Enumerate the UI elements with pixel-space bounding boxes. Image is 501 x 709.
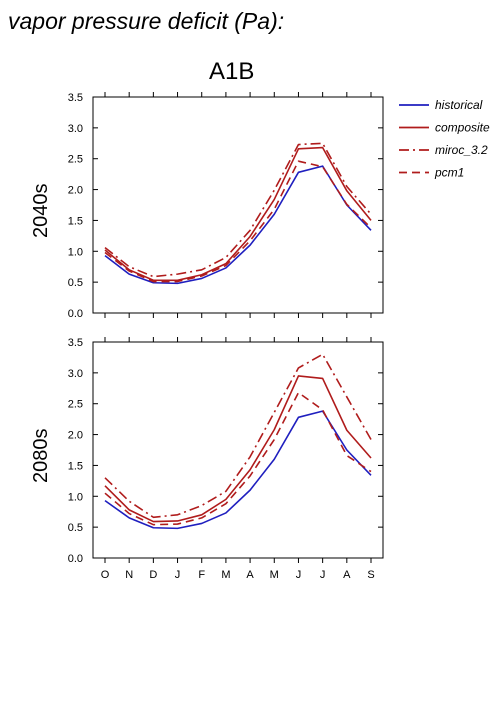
x-tick-label: J (320, 569, 326, 581)
y-tick-label: 1.5 (68, 460, 83, 472)
series-line-pcm1 (104, 160, 372, 283)
y-tick-label: 2.5 (68, 154, 83, 166)
y-tick-label: 2.0 (68, 185, 83, 197)
y-tick-label: 1.5 (68, 215, 83, 227)
plot-frame (92, 96, 384, 314)
y-tick-label: 0.0 (68, 308, 83, 320)
x-tick-label: J (296, 569, 302, 581)
x-tick-label: O (101, 569, 110, 581)
series-line-pcm1 (104, 391, 372, 526)
y-tick-label: 1.0 (68, 491, 83, 503)
y-tick-label: 0.5 (68, 522, 83, 534)
y-tick-label: 0.0 (68, 553, 83, 565)
y-tick-label: 2.0 (68, 430, 83, 442)
series-line-historical (104, 410, 372, 530)
legend-label: pcm1 (434, 166, 464, 180)
y-tick-label: 3.5 (68, 337, 83, 349)
legend-label: miroc_3.2 (435, 143, 488, 157)
y-tick-label: 0.5 (68, 277, 83, 289)
series-line-historical (104, 165, 372, 285)
x-tick-label: F (198, 569, 205, 581)
x-tick-label: N (125, 569, 133, 581)
x-tick-label: A (343, 569, 351, 581)
x-tick-label: D (149, 569, 157, 581)
x-tick-label: M (221, 569, 230, 581)
y-tick-label: 3.5 (68, 92, 83, 104)
series-line-composite (104, 375, 372, 523)
panel-2040s: 0.0 0.5 1.0 1.5 2.0 2.5 3.0 3.5 (68, 92, 384, 320)
x-tick-label: A (246, 569, 254, 581)
series-line-miroc-3-2 (104, 353, 372, 519)
y-tick-label: 1.0 (68, 246, 83, 258)
x-tick-label: M (270, 569, 279, 581)
scenario-title: A1B (209, 58, 255, 85)
legend: historical composite miroc_3.2 pcm1 (399, 98, 490, 180)
plot-frame (92, 341, 384, 559)
legend-label: composite (435, 121, 490, 135)
x-tick-label: J (175, 569, 181, 581)
page-title: vapor pressure deficit (Pa): (8, 8, 285, 34)
legend-label: historical (435, 98, 483, 112)
x-tick-label: S (367, 569, 374, 581)
series-line-composite (104, 146, 372, 282)
series-line-miroc-3-2 (104, 142, 372, 278)
y-tick-label: 3.0 (68, 368, 83, 380)
y-tick-label: 2.5 (68, 399, 83, 411)
panel-2080s: 0.0 0.5 1.0 1.5 2.0 2.5 3.0 3.5 O N D J F M A M J J A S (68, 337, 384, 581)
y-tick-label: 3.0 (68, 123, 83, 135)
